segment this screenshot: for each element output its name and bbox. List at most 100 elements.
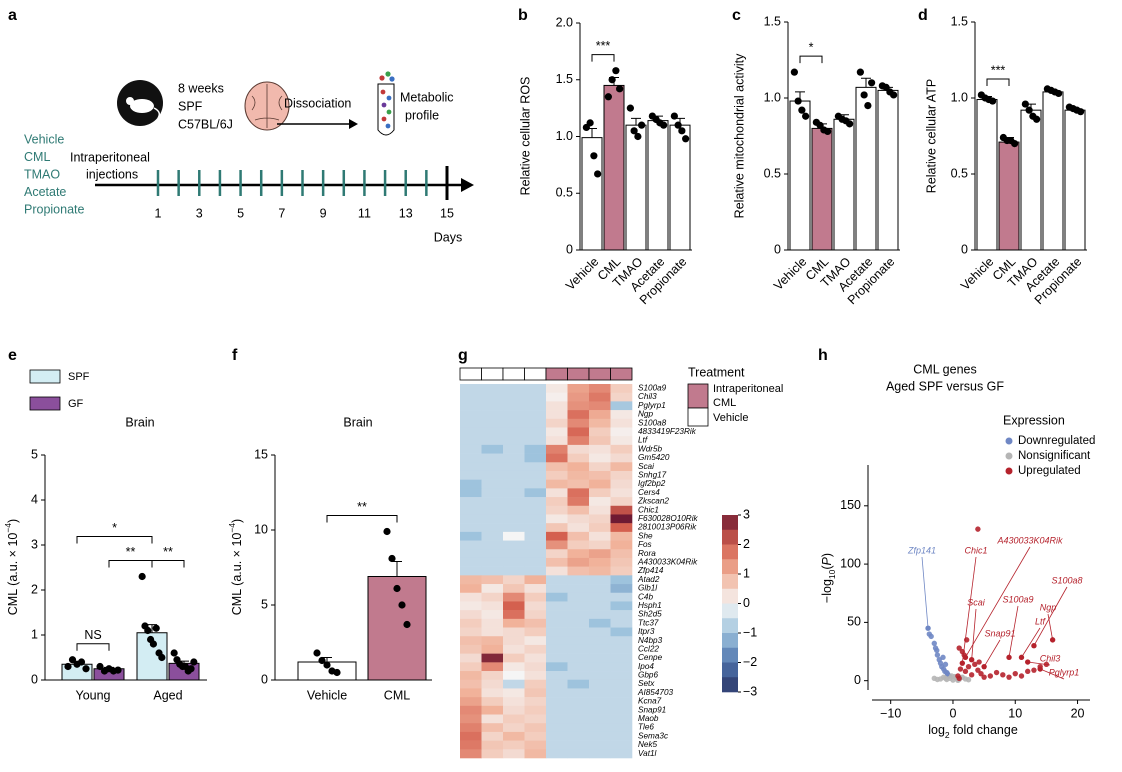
gene-label: Hsph1 xyxy=(638,601,662,610)
heatmap-cell xyxy=(567,531,590,541)
mouse-label: SPF xyxy=(178,99,203,113)
heatmap-cell xyxy=(460,384,482,393)
data-point xyxy=(1018,673,1025,679)
x-axis-label: log2 fold change xyxy=(928,723,1018,740)
significance-label: *** xyxy=(596,39,611,53)
colorbar-label: 1 xyxy=(743,566,750,580)
heatmap-cell xyxy=(567,479,590,489)
heatmap-cell xyxy=(567,714,590,724)
data-point xyxy=(152,624,160,632)
y-tick-label: 1.0 xyxy=(764,90,781,104)
heatmap-cell xyxy=(589,714,611,724)
heatmap-cell xyxy=(481,488,504,498)
data-point xyxy=(586,119,594,127)
y-axis-label-part: P xyxy=(820,556,834,565)
heatmap-cell xyxy=(546,688,568,698)
heatmap-cell xyxy=(503,418,525,428)
data-point xyxy=(942,661,949,668)
heatmap-cell xyxy=(546,584,568,594)
heatmap-cell xyxy=(460,636,482,646)
heatmap-cell xyxy=(524,453,547,463)
y-tick-label: 1.5 xyxy=(764,14,781,28)
bar xyxy=(877,89,899,251)
data-point xyxy=(1006,654,1012,661)
heatmap-cell xyxy=(524,470,547,480)
heatmap-cell xyxy=(610,697,633,707)
significance-bracket xyxy=(591,54,615,62)
tube-icon xyxy=(377,71,395,136)
heatmap-cell xyxy=(481,418,504,428)
heatmap-cell xyxy=(589,679,611,689)
legend-label: Upregulated xyxy=(1018,465,1081,477)
data-point xyxy=(962,654,969,661)
heatmap-cell xyxy=(546,453,568,463)
heatmap-cell xyxy=(481,610,504,620)
gene-label: AI854703 xyxy=(637,688,674,697)
heatmap-cell xyxy=(567,627,590,637)
data-point xyxy=(957,666,964,672)
heatmap-cell xyxy=(610,523,633,533)
data-point xyxy=(856,68,864,76)
heatmap-cell xyxy=(524,662,547,672)
heatmap-cell xyxy=(524,731,547,741)
gene-label: F630028O10Rik xyxy=(638,514,699,523)
data-point xyxy=(934,647,940,654)
heatmap-cell xyxy=(567,497,590,507)
data-point xyxy=(934,676,941,683)
heatmap-cell xyxy=(610,636,633,646)
y-axis-label: CML (a.u. × 10−4) xyxy=(227,519,244,615)
heatmap-cell xyxy=(503,592,525,602)
heatmap-cell xyxy=(567,705,590,715)
heatmap-cell xyxy=(589,514,611,524)
heatmap-cell xyxy=(589,436,611,446)
heatmap-cell xyxy=(610,740,633,750)
data-point xyxy=(976,659,982,665)
heatmap-cell xyxy=(460,427,482,437)
heatmap-cell xyxy=(481,749,504,759)
heatmap-cell xyxy=(524,688,547,698)
heatmap-cell xyxy=(589,671,611,681)
data-point xyxy=(388,554,396,563)
data-point xyxy=(942,675,949,682)
heatmap-cell xyxy=(610,470,633,480)
treatment-label: Vehicle xyxy=(24,132,64,146)
heatmap-cell xyxy=(546,636,568,646)
data-point xyxy=(190,658,198,666)
heatmap-cell xyxy=(589,636,611,646)
heatmap-cell xyxy=(546,714,568,724)
dissociation-arrow xyxy=(277,119,358,129)
x-tick-label: Vehicle xyxy=(307,688,347,702)
gene-label: Ttc37 xyxy=(638,618,659,627)
heatmap-cell xyxy=(610,392,633,402)
chart-subtitle: Aged SPF versus GF xyxy=(886,379,1004,393)
data-point xyxy=(790,68,798,76)
annotation-label: Chic1 xyxy=(964,545,987,555)
day-label: 1 xyxy=(155,206,162,220)
gene-label: Snhg17 xyxy=(638,470,667,479)
data-point xyxy=(798,106,806,114)
y-axis-label-part: ) xyxy=(820,553,834,557)
heatmap-cell xyxy=(589,540,611,550)
heatmap-cell xyxy=(481,427,504,437)
heatmap-cell xyxy=(524,531,547,541)
y-tick-label: 3 xyxy=(31,537,38,551)
heatmap-cell xyxy=(610,531,633,541)
annotation-line xyxy=(921,556,929,629)
heatmap-cell xyxy=(546,592,568,602)
heatmap-cell xyxy=(610,401,633,411)
heatmap-cell xyxy=(546,566,568,576)
heatmap-cell xyxy=(589,557,611,567)
data-point xyxy=(1037,666,1043,672)
heatmap-cell xyxy=(503,714,525,724)
day-label: 9 xyxy=(320,206,327,220)
heatmap-cell xyxy=(610,671,633,681)
heatmap-cell xyxy=(546,444,568,454)
annotation-line xyxy=(983,639,1001,667)
heatmap-cell xyxy=(460,540,482,550)
heatmap-cell xyxy=(481,453,504,463)
heatmap-cell xyxy=(460,644,482,654)
gene-label: Setx xyxy=(638,679,655,688)
y-axis-label: −log10(P) xyxy=(820,553,837,603)
gene-label: Maob xyxy=(638,714,659,723)
heatmap-cell xyxy=(460,749,482,759)
